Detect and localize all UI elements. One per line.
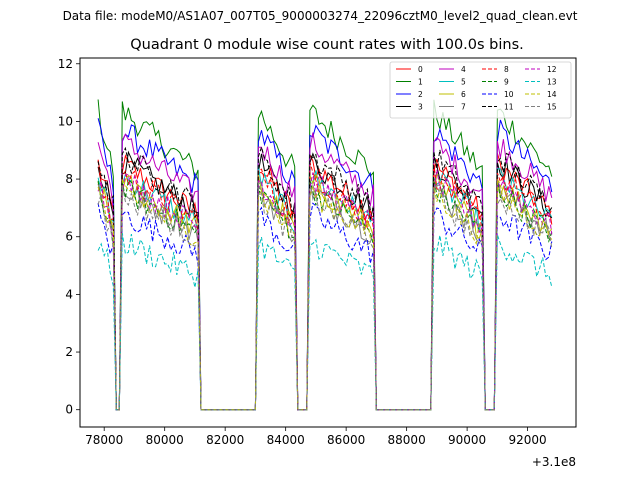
chart-title: Quadrant 0 module wise count rates with … bbox=[130, 37, 524, 53]
legend-label: 1 bbox=[418, 78, 423, 87]
legend-label: 9 bbox=[504, 78, 509, 87]
y-tick-label: 6 bbox=[65, 230, 73, 244]
x-tick-label: 92000 bbox=[509, 433, 547, 447]
legend-label: 13 bbox=[547, 78, 557, 87]
x-axis: 78000 80000 82000 84000 86000 88000 90000 92000 bbox=[85, 427, 547, 447]
y-tick-label: 8 bbox=[65, 172, 73, 186]
y-tick-label: 12 bbox=[58, 57, 73, 71]
plot-area bbox=[79, 57, 577, 428]
y-tick-label: 2 bbox=[65, 345, 73, 359]
legend-label: 12 bbox=[547, 65, 557, 74]
legend-label: 6 bbox=[461, 90, 466, 99]
legend-label: 2 bbox=[418, 90, 423, 99]
x-tick-label: 84000 bbox=[267, 433, 305, 447]
y-tick-label: 0 bbox=[65, 403, 73, 417]
series-line-4 bbox=[97, 132, 553, 411]
legend-label: 8 bbox=[504, 65, 509, 74]
x-tick-label: 86000 bbox=[327, 433, 365, 447]
series-line-8 bbox=[97, 160, 553, 411]
x-offset-label: +3.1e8 bbox=[532, 455, 576, 469]
legend-label: 0 bbox=[418, 65, 423, 74]
x-tick-label: 78000 bbox=[85, 433, 123, 447]
series-line-15 bbox=[97, 182, 553, 411]
y-axis: 0 2 4 6 8 10 12 bbox=[58, 57, 80, 417]
legend-label: 14 bbox=[547, 90, 557, 99]
y-tick-label: 10 bbox=[58, 114, 73, 128]
series-line-14 bbox=[97, 177, 553, 411]
legend-label: 5 bbox=[461, 78, 466, 87]
x-tick-label: 88000 bbox=[388, 433, 426, 447]
series-line-1 bbox=[97, 99, 553, 411]
series-line-2 bbox=[97, 118, 553, 411]
series-layer bbox=[97, 99, 553, 411]
suptitle: Data file: modeM0/AS1A07_007T05_90000032… bbox=[63, 9, 578, 23]
legend-label: 11 bbox=[504, 103, 514, 112]
x-tick-label: 90000 bbox=[448, 433, 486, 447]
series-line-10 bbox=[97, 202, 553, 411]
legend-label: 4 bbox=[461, 65, 466, 74]
legend-label: 10 bbox=[504, 90, 514, 99]
x-tick-label: 82000 bbox=[206, 433, 244, 447]
series-line-0 bbox=[97, 153, 553, 411]
legend-label: 7 bbox=[461, 103, 466, 112]
legend-label: 15 bbox=[547, 103, 557, 112]
legend-label: 3 bbox=[418, 103, 423, 112]
y-tick-label: 4 bbox=[65, 287, 73, 301]
plot-border bbox=[79, 57, 577, 428]
series-line-13 bbox=[97, 232, 553, 411]
series-line-11 bbox=[97, 145, 553, 411]
x-tick-label: 80000 bbox=[146, 433, 184, 447]
legend-box bbox=[389, 61, 572, 119]
